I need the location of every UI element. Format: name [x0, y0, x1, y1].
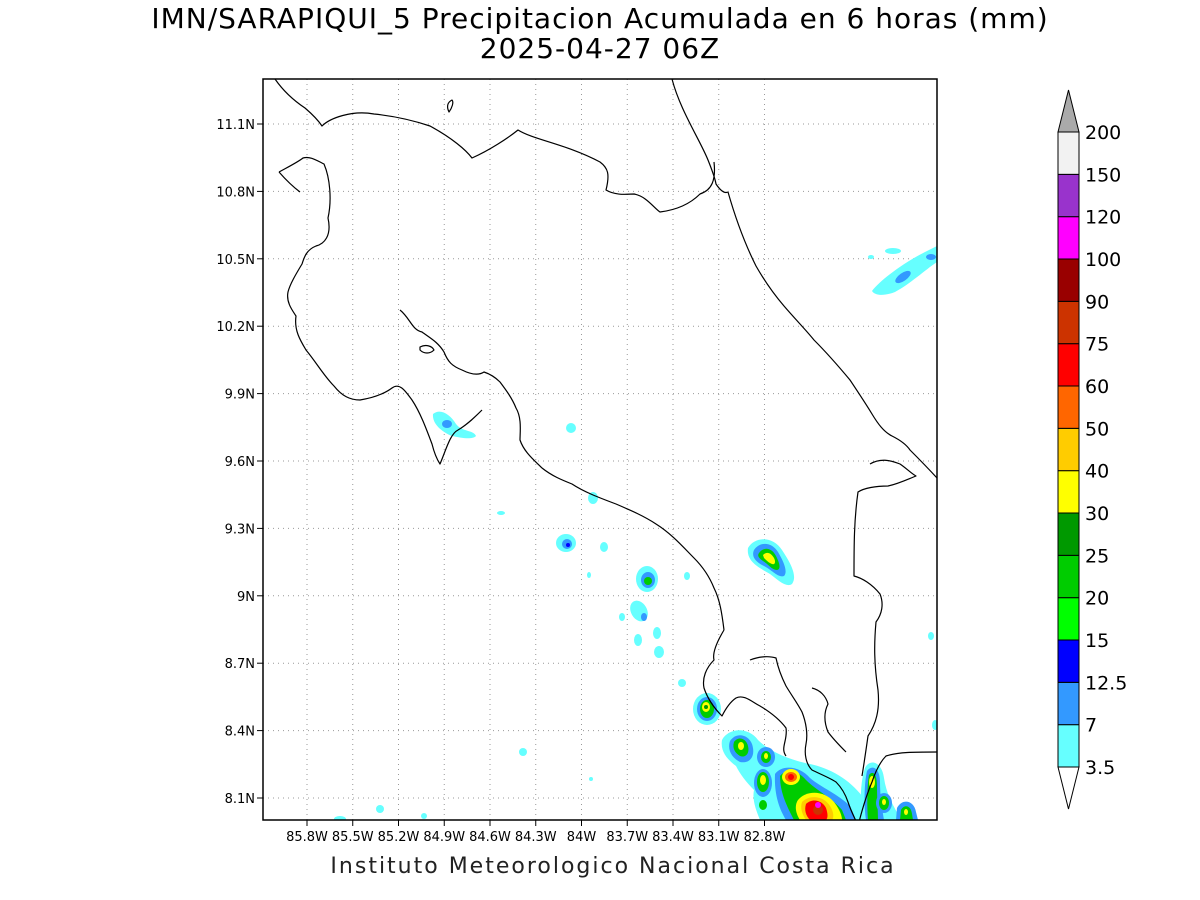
precipitation-field [334, 246, 937, 820]
colorbar-bin [1057, 300, 1080, 345]
lon-tick-label: 83.7W [606, 830, 648, 845]
colorbar-label: 50 [1085, 418, 1109, 440]
lon-tick-label: 84.6W [469, 830, 511, 845]
colorbar-label: 150 [1085, 164, 1121, 186]
lat-tick-label: 9.9N [225, 388, 255, 403]
pacific-coast-north [278, 156, 483, 465]
lon-tick-label: 84W [567, 830, 597, 845]
lon-tick-label: 85.2W [378, 830, 420, 845]
colorbar-under-triangle [1057, 766, 1080, 810]
lon-tick-label: 84.9W [423, 830, 465, 845]
lat-tick-label: 9.3N [225, 522, 255, 537]
colorbar-bin [1057, 216, 1080, 260]
colorbar-label: 60 [1085, 376, 1109, 398]
lat-tick-label: 8.7N [225, 657, 255, 672]
colorbar-bin [1057, 470, 1080, 514]
plot-frame [262, 78, 938, 821]
colorbar-bin [1057, 639, 1080, 683]
map-datetime: 2025-04-27 06Z [479, 32, 721, 65]
colorbar-label: 120 [1085, 207, 1121, 229]
gridlines [263, 79, 937, 820]
northwest-coast [278, 171, 301, 193]
colorbar-label: 25 [1085, 545, 1109, 567]
colorbar-bin [1057, 512, 1080, 556]
burica-coast [858, 751, 937, 820]
small-island [446, 99, 454, 113]
lon-tick-label: 85.5W [332, 830, 374, 845]
caribbean-coast-south [727, 191, 937, 479]
panama-border [853, 459, 917, 777]
gulf-of-nicoya-east [399, 309, 725, 631]
lon-tick-label: 84.3W [515, 830, 557, 845]
colorbar-label: 15 [1085, 630, 1109, 652]
coastlines-and-borders [274, 79, 937, 820]
lat-tick-label: 9.6N [225, 455, 255, 470]
colorbar-label: 200 [1085, 122, 1121, 144]
colorbar-label: 40 [1085, 461, 1109, 483]
credit-text: Instituto Meteorologico Nacional Costa R… [330, 854, 896, 879]
colorbar-label: 30 [1085, 503, 1109, 525]
colorbar-bin [1057, 385, 1080, 429]
colorbar-bin [1057, 681, 1080, 726]
lat-tick-label: 8.1N [225, 792, 255, 807]
lat-tick-label: 10.2N [216, 320, 255, 335]
colorbar-over-triangle [1057, 89, 1080, 133]
lat-tick-label: 10.5N [216, 253, 255, 268]
colorbar-label: 12.5 [1085, 672, 1127, 694]
colorbar-label: 3.5 [1085, 757, 1115, 779]
colorbar-bin [1057, 597, 1080, 641]
longitude-axis: 85.8W 85.5W 85.2W 84.9W 84.6W 84.3W 84W 83.7W 83… [286, 820, 786, 845]
colorbar-bin [1057, 343, 1080, 387]
lon-tick-label: 82.8W [744, 830, 786, 845]
colorbar: 3.5 7 12.5 15 20 25 30 40 50 60 75 90 100 120 150 200 [1057, 89, 1127, 810]
lat-tick-label: 10.8N [216, 185, 255, 200]
colorbar-bin [1057, 173, 1080, 218]
colorbar-label: 90 [1085, 291, 1109, 313]
golfo-dulce [749, 656, 857, 820]
colorbar-label: 20 [1085, 588, 1109, 610]
colorbar-bin [1057, 427, 1080, 472]
lon-tick-label: 83.1W [698, 830, 740, 845]
lon-tick-label: 83.4W [652, 830, 694, 845]
colorbar-bin [1057, 131, 1080, 175]
latitude-axis: 11.1N 10.8N 10.5N 10.2N 9.9N 9.6N 9.3N 9N 8.7N 8.… [216, 118, 263, 807]
colorbar-label: 75 [1085, 334, 1109, 356]
map-title: IMN/SARAPIQUI_5 Precipitacion Acumulada … [151, 2, 1049, 35]
lat-tick-label: 9N [237, 590, 255, 605]
colorbar-label: 7 [1085, 715, 1097, 737]
lat-tick-label: 8.4N [225, 725, 255, 740]
colorbar-bin [1057, 258, 1080, 302]
osa-coast [702, 629, 787, 757]
colorbar-bin [1057, 554, 1080, 599]
nicaragua-costa-rica-border [274, 79, 716, 213]
colorbar-bin [1057, 724, 1080, 768]
nicoya-island [419, 344, 435, 354]
lat-tick-label: 11.1N [216, 118, 255, 133]
punta-burica [811, 687, 847, 753]
lon-tick-label: 85.8W [286, 830, 328, 845]
nicaragua-caribbean-coast [671, 79, 729, 194]
colorbar-label: 100 [1085, 249, 1121, 271]
